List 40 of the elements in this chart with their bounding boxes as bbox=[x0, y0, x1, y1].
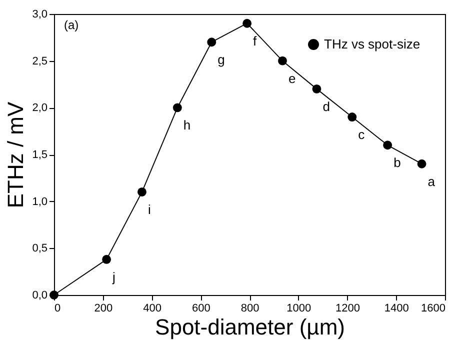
legend-label: THz vs spot-size bbox=[324, 36, 420, 52]
point bbox=[383, 140, 392, 150]
point bbox=[278, 56, 287, 66]
x-axis-title: Spot-diameter (µm) bbox=[155, 314, 345, 340]
y-tick-label: 2,0 bbox=[32, 102, 48, 114]
x-tick-label: 600 bbox=[192, 302, 210, 314]
y-tick-label: 0,0 bbox=[32, 290, 48, 302]
annotation: b bbox=[394, 155, 401, 170]
point bbox=[242, 18, 252, 28]
y-axis-title: ETHz / mV bbox=[3, 102, 28, 208]
point bbox=[172, 103, 182, 112]
x-tick-label: 0 bbox=[54, 302, 61, 314]
annotation: f bbox=[253, 33, 258, 48]
y-tick-label: 2,5 bbox=[32, 55, 48, 68]
point bbox=[348, 112, 357, 122]
annotation: i bbox=[148, 202, 151, 217]
x-tick-label: 1600 bbox=[421, 302, 446, 314]
annotation: a bbox=[428, 174, 436, 189]
point bbox=[138, 188, 146, 196]
point bbox=[207, 38, 216, 47]
x-tick-label: 400 bbox=[143, 302, 162, 314]
annotation: c bbox=[358, 127, 366, 142]
y-tick-label: 3,0 bbox=[32, 8, 48, 20]
x-tick-label: 200 bbox=[94, 302, 113, 314]
y-tick-label: 1,5 bbox=[32, 149, 48, 161]
y-tick-label: 0,5 bbox=[32, 242, 48, 255]
annotation: g bbox=[218, 52, 225, 68]
y-tick-label: 1,0 bbox=[32, 196, 48, 208]
annotation: (a) bbox=[64, 18, 79, 32]
annotation: d bbox=[322, 98, 330, 114]
point bbox=[417, 159, 426, 168]
x-tick-label: 800 bbox=[240, 302, 260, 314]
x-tick-label: 1200 bbox=[336, 302, 360, 314]
annotation: e bbox=[288, 70, 296, 86]
point bbox=[102, 254, 112, 264]
x-tick-label: 1000 bbox=[286, 302, 312, 314]
annotation: h bbox=[183, 118, 191, 133]
point bbox=[312, 84, 322, 94]
x-tick-label: 1400 bbox=[384, 302, 409, 314]
annotation: j bbox=[112, 269, 116, 284]
